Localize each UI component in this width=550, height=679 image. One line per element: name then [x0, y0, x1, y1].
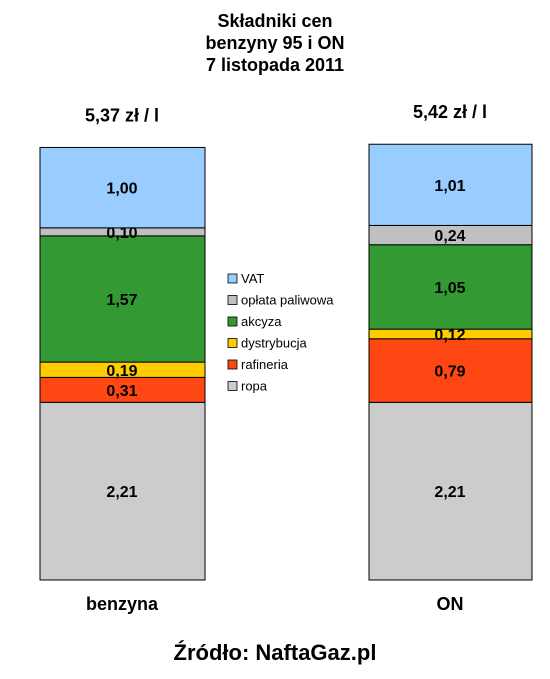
- data-label-0-0: 2,21: [106, 484, 137, 501]
- chart-title: Składniki cen benzyny 95 i ON 7 listopad…: [0, 10, 550, 76]
- title-line-2: benzyny 95 i ON: [205, 33, 345, 53]
- data-label-0-5: 1,00: [106, 181, 137, 198]
- total-label-1: 5,42 zł / l: [413, 102, 487, 122]
- legend-swatch-1: [227, 295, 238, 305]
- bar-segment-0-1: [39, 376, 206, 403]
- bar-segment-0-3: [39, 235, 206, 363]
- category-label-0: benzyna: [86, 594, 159, 614]
- bar-segment-1-3: [368, 244, 533, 330]
- data-label-0-3: 1,57: [106, 292, 137, 309]
- legend-label-4: rafineria: [241, 357, 289, 372]
- legend-swatch-2: [227, 316, 238, 327]
- bar-segment-0-5: [39, 146, 206, 229]
- legend-swatch-3: [227, 338, 238, 348]
- legend-label-2: akcyza: [241, 314, 282, 329]
- source-label: Źródło: NaftaGaz.pl: [173, 640, 377, 665]
- bar-segment-1-1: [368, 338, 533, 403]
- legend-label-3: dystrybucja: [241, 336, 308, 351]
- data-label-1-2: 0,12: [434, 327, 465, 344]
- data-label-0-1: 0,31: [106, 383, 137, 400]
- data-label-1-0: 2,21: [434, 484, 465, 501]
- bar-segment-1-0: [368, 401, 533, 581]
- legend-label-0: VAT: [241, 271, 264, 286]
- data-label-1-5: 1,01: [434, 178, 465, 195]
- legend-label-5: ropa: [241, 379, 268, 394]
- legend-label-1: opłata paliwowa: [241, 293, 334, 308]
- legend-swatch-4: [227, 359, 238, 370]
- bar-segment-1-5: [368, 143, 533, 226]
- data-label-1-1: 0,79: [434, 364, 465, 381]
- legend-swatch-5: [227, 381, 238, 391]
- title-line-3: 7 listopada 2011: [205, 55, 345, 75]
- data-label-1-3: 1,05: [434, 280, 465, 297]
- data-label-0-2: 0,19: [106, 363, 137, 380]
- data-label-0-4: 0,10: [106, 225, 137, 242]
- data-label-1-4: 0,24: [434, 228, 465, 245]
- legend-swatch-0: [227, 273, 238, 284]
- bar-segment-0-0: [39, 401, 206, 581]
- title-line-1: Składniki cen: [217, 11, 333, 31]
- total-label-0: 5,37 zł / l: [85, 105, 159, 125]
- category-label-1: ON: [437, 594, 464, 614]
